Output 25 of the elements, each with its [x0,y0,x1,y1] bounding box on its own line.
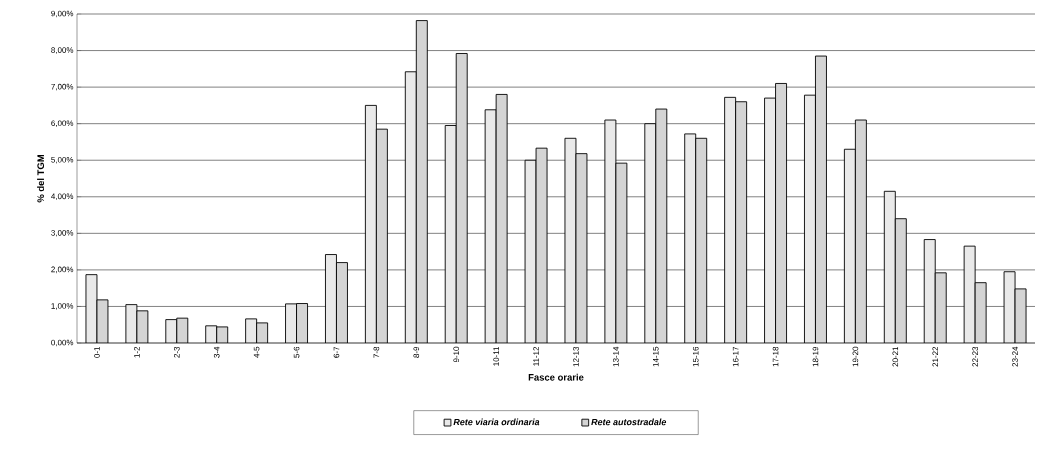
bar [444,125,457,343]
bar [364,104,377,343]
bar [684,133,697,343]
bar [894,218,907,343]
bar [923,239,936,343]
bar [735,101,748,343]
bar [655,108,668,343]
y-axis-title: % del TGM [37,154,45,203]
x-axis-title: Fasce orarie [528,373,584,381]
bar [404,71,417,343]
bar [883,190,896,343]
bar [415,20,428,343]
bar [455,53,468,343]
bar [724,96,737,343]
legend-label: Rete autostradale [591,418,667,426]
bar [854,119,867,343]
bar [815,55,827,343]
bar [375,128,388,343]
legend-label: Rete viaria ordinaria [453,418,540,426]
bar [843,148,856,343]
bar [644,123,657,343]
bar [775,83,787,343]
bar [804,94,816,343]
bar [695,137,708,343]
bar [764,97,776,343]
